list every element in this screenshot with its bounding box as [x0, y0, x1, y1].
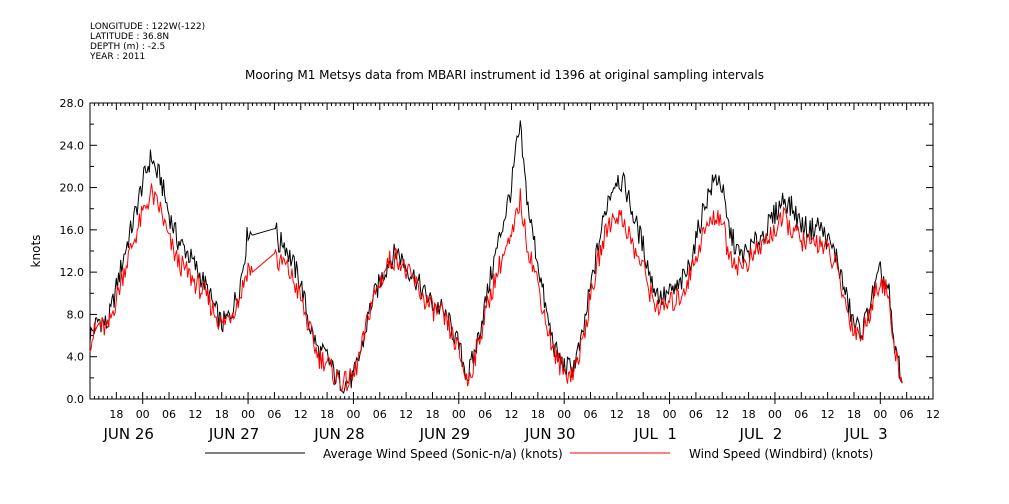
year-label: YEAR : 2011	[90, 52, 146, 62]
x-hour-label: 06	[689, 408, 703, 421]
y-tick-label: 20.0	[60, 182, 85, 195]
x-hour-label: 18	[425, 408, 439, 421]
depth-label: DEPTH (m) : -2.5	[90, 42, 166, 52]
x-date-label: JUN 29	[419, 425, 470, 443]
x-hour-label: 12	[505, 408, 519, 421]
header-metadata: LONGITUDE : 122W(-122) LATITUDE : 36.8N …	[90, 22, 205, 62]
x-date-label: JUL 3	[844, 425, 888, 443]
y-axis-label: knots	[29, 235, 43, 268]
x-hour-label: 12	[926, 408, 940, 421]
longitude-label: LONGITUDE : 122W(-122)	[90, 22, 206, 32]
axis-ticks	[89, 102, 934, 404]
x-hour-label: 18	[847, 408, 861, 421]
x-date-label: JUN 30	[524, 425, 575, 443]
x-hour-label: 12	[188, 408, 202, 421]
series-line-sonic	[89, 120, 903, 395]
x-hour-label: 12	[715, 408, 729, 421]
x-hour-label: 12	[294, 408, 308, 421]
y-tick-label: 28.0	[60, 97, 85, 110]
legend-label-windbird: Wind Speed (Windbird) (knots)	[689, 447, 873, 461]
x-hour-label: 00	[241, 408, 255, 421]
x-hour-label: 18	[636, 408, 650, 421]
x-hour-labels: 18 00 06 12 18 00 06 12 18 00 06 12 18 00 06 12 18 00 06 12…	[109, 408, 940, 421]
x-date-label: JUL 1	[633, 425, 677, 443]
x-date-label: JUN 27	[208, 425, 259, 443]
x-hour-label: 06	[267, 408, 281, 421]
legend-label-sonic: Average Wind Speed (Sonic-n/a) (knots)	[323, 447, 563, 461]
x-hour-label: 12	[821, 408, 835, 421]
x-hour-label: 06	[373, 408, 387, 421]
x-date-label: JUN 26	[102, 425, 153, 443]
series-lines	[89, 120, 903, 395]
y-tick-label: 8.0	[67, 308, 85, 321]
x-hour-label: 06	[794, 408, 808, 421]
x-hour-label: 06	[900, 408, 914, 421]
x-hour-label: 00	[452, 408, 466, 421]
x-hour-label: 00	[346, 408, 360, 421]
y-tick-label: 24.0	[60, 139, 85, 152]
chart-title: Mooring M1 Metsys data from MBARI instru…	[245, 68, 764, 82]
x-hour-label: 00	[768, 408, 782, 421]
x-date-label: JUN 28	[313, 425, 364, 443]
y-tick-label: 12.0	[60, 266, 85, 279]
legend: Average Wind Speed (Sonic-n/a) (knots) W…	[205, 447, 873, 461]
x-hour-label: 06	[162, 408, 176, 421]
x-hour-label: 12	[399, 408, 413, 421]
y-tick-label: 4.0	[67, 351, 85, 364]
series-line-windbird	[89, 183, 903, 393]
x-hour-label: 06	[584, 408, 598, 421]
x-hour-label: 00	[873, 408, 887, 421]
x-hour-label: 18	[742, 408, 756, 421]
x-hour-label: 18	[320, 408, 334, 421]
x-date-label: JUL 2	[739, 425, 783, 443]
x-hour-label: 00	[663, 408, 677, 421]
x-hour-label: 00	[557, 408, 571, 421]
x-hour-label: 06	[478, 408, 492, 421]
latitude-label: LATITUDE : 36.8N	[90, 32, 170, 42]
x-hour-label: 00	[136, 408, 150, 421]
y-tick-label: 0.0	[67, 393, 85, 406]
y-tick-label: 16.0	[60, 224, 85, 237]
plot-frame	[89, 102, 934, 400]
x-hour-label: 18	[531, 408, 545, 421]
x-date-labels: JUN 26 JUN 27 JUN 28 JUN 29 JUN 30 JUL 1 JUL 2…	[102, 425, 887, 443]
x-hour-label: 18	[109, 408, 123, 421]
y-tick-labels: 0.0 4.0 8.0 12.0 16.0 20.0 24.0 28.0	[60, 97, 85, 406]
x-hour-label: 12	[610, 408, 624, 421]
x-hour-label: 18	[215, 408, 229, 421]
